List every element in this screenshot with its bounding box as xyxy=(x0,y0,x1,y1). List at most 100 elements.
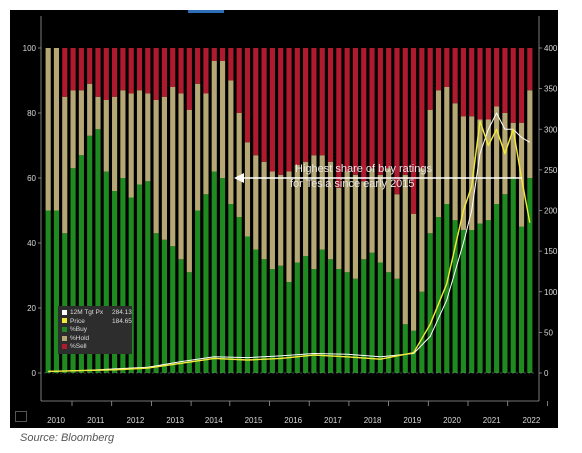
bar-hold xyxy=(294,165,300,263)
bar-buy xyxy=(236,217,242,373)
bar-buy xyxy=(402,324,408,373)
bar-buy xyxy=(369,252,375,373)
bar-buy xyxy=(319,249,325,373)
bar-buy xyxy=(78,155,84,373)
x-tick-label: 2011 xyxy=(87,416,105,425)
bar-sell xyxy=(336,48,342,188)
bar-sell xyxy=(444,48,450,87)
bar-sell xyxy=(253,48,259,156)
bar-sell xyxy=(294,48,300,165)
bar-buy xyxy=(419,291,425,373)
bar-buy xyxy=(261,259,267,373)
bar-sell xyxy=(303,48,309,162)
legend-value: 184.65 xyxy=(112,317,132,325)
bar-buy xyxy=(361,259,367,373)
bar-hold xyxy=(460,116,466,230)
bar-hold xyxy=(427,109,433,234)
legend: 12M Tgt Px 284.13 Price 184.65 %Buy %Hold %Sel… xyxy=(58,306,132,354)
x-tick-label: 2012 xyxy=(127,416,145,425)
x-tick-label: 2015 xyxy=(245,416,263,425)
bar-hold xyxy=(128,93,134,198)
bar-sell xyxy=(394,48,400,195)
bar-hold xyxy=(195,83,201,211)
bar-buy xyxy=(269,269,275,373)
bar-sell xyxy=(319,48,325,156)
bar-sell xyxy=(87,48,93,84)
bar-sell xyxy=(327,48,334,162)
annotation-group: Highest share of buy ratings for Tesla s… xyxy=(234,163,522,190)
bar-hold xyxy=(494,106,500,204)
bar-buy xyxy=(203,194,209,373)
y-right-tick-label: 300 xyxy=(544,125,558,134)
bar-hold xyxy=(286,171,292,282)
legend-swatch xyxy=(62,309,67,315)
y-left-tick-label: 20 xyxy=(27,304,36,313)
bar-hold xyxy=(419,168,425,292)
bar-sell xyxy=(469,48,475,117)
bar-buy xyxy=(377,262,383,373)
y-left-tick-label: 80 xyxy=(27,109,36,118)
bar-sell xyxy=(244,48,251,143)
bar-hold xyxy=(344,171,350,273)
bar-sell xyxy=(510,48,516,123)
bar-sell xyxy=(477,48,483,120)
bar-buy xyxy=(527,178,533,373)
y-left-tick-label: 40 xyxy=(27,239,36,248)
bar-hold xyxy=(452,103,458,221)
bar-sell xyxy=(70,48,76,91)
bar-sell xyxy=(236,48,242,113)
bar-hold xyxy=(95,96,101,130)
annotation-line-1: Highest share of buy ratings xyxy=(295,163,432,175)
bar-hold xyxy=(435,90,442,217)
bar-sell xyxy=(178,48,184,94)
bar-sell xyxy=(120,48,126,91)
bar-buy xyxy=(170,246,176,373)
bar-hold xyxy=(336,187,342,269)
y-right-tick-label: 100 xyxy=(544,288,558,297)
axes-group: 0 20 40 60 80 100 0 50 100 150 200 250 300 350 400 2010… xyxy=(23,16,558,425)
bar-hold xyxy=(70,90,76,169)
bar-buy xyxy=(195,210,201,373)
bar-sell xyxy=(170,48,176,87)
bar-buy xyxy=(120,178,126,373)
bar-hold xyxy=(327,161,334,260)
bar-hold xyxy=(510,122,516,178)
bar-hold xyxy=(244,142,251,237)
bar-sell xyxy=(153,48,159,100)
bar-hold xyxy=(477,119,483,224)
bar-sell xyxy=(377,48,383,175)
x-tick-label: 2016 xyxy=(284,416,302,425)
bar-hold xyxy=(178,93,184,260)
bar-buy xyxy=(87,135,93,373)
chart-options-button[interactable] xyxy=(15,411,27,422)
bar-hold xyxy=(228,80,234,204)
bar-buy xyxy=(444,204,450,373)
y-right-tick-label: 200 xyxy=(544,207,558,216)
legend-item: %Buy xyxy=(62,326,87,334)
bar-sell xyxy=(219,48,226,61)
legend-swatch xyxy=(62,326,67,332)
bar-buy xyxy=(186,272,192,373)
bar-sell xyxy=(78,48,84,91)
bar-buy xyxy=(477,223,483,373)
bar-buy xyxy=(386,272,392,373)
bar-buy xyxy=(485,220,491,373)
bar-sell xyxy=(128,48,134,94)
bar-buy xyxy=(244,236,251,373)
bar-sell xyxy=(494,48,500,107)
bar-hold xyxy=(161,96,167,240)
bar-sell xyxy=(485,48,491,120)
legend-value: 284.13 xyxy=(112,309,132,316)
bar-buy xyxy=(518,226,525,373)
bar-buy xyxy=(336,269,342,373)
bar-buy xyxy=(494,204,500,373)
bar-hold xyxy=(219,61,226,178)
bar-buy xyxy=(510,178,516,373)
y-right-tick-label: 350 xyxy=(544,85,558,94)
target-price-line xyxy=(48,112,531,372)
bar-hold xyxy=(153,100,159,234)
legend-item: %Hold xyxy=(62,335,89,343)
y-right-tick-label: 150 xyxy=(544,247,558,256)
bar-sell xyxy=(211,48,217,61)
